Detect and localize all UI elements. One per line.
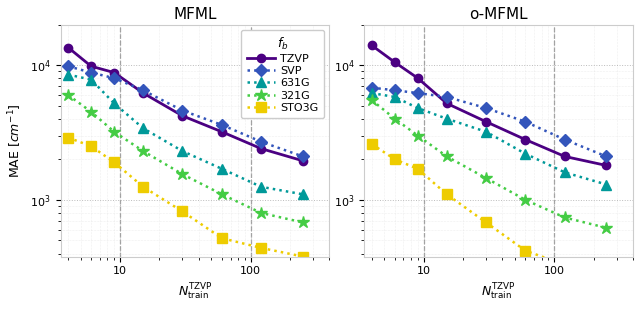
SVP [64, 64, 72, 68]
Line: 321G: 321G [62, 89, 309, 229]
321G [179, 172, 186, 176]
TZVP [64, 46, 72, 49]
X-axis label: $N_{\mathrm{train}}^{\mathrm{TZVP}}$: $N_{\mathrm{train}}^{\mathrm{TZVP}}$ [481, 282, 516, 302]
STO3G [110, 160, 118, 164]
Title: o-MFML: o-MFML [469, 7, 528, 22]
631G [140, 126, 147, 130]
STO3G [257, 246, 265, 250]
631G [218, 167, 226, 171]
631G [64, 73, 72, 76]
TZVP [110, 71, 118, 74]
631G [110, 101, 118, 105]
321G [64, 93, 72, 97]
Y-axis label: MAE $[cm^{-1}]$: MAE $[cm^{-1}]$ [7, 103, 24, 178]
STO3G [218, 236, 226, 240]
SVP [87, 71, 95, 74]
Title: MFML: MFML [173, 7, 217, 22]
321G [218, 193, 226, 196]
SVP [179, 109, 186, 112]
TZVP [257, 147, 265, 150]
TZVP [140, 91, 147, 95]
SVP [299, 154, 307, 158]
Legend: TZVP, SVP, 631G, 321G, STO3G: TZVP, SVP, 631G, 321G, STO3G [241, 30, 324, 118]
SVP [218, 123, 226, 127]
321G [140, 149, 147, 153]
SVP [140, 88, 147, 92]
321G [299, 221, 307, 224]
X-axis label: $N_{\mathrm{train}}^{\mathrm{TZVP}}$: $N_{\mathrm{train}}^{\mathrm{TZVP}}$ [178, 282, 212, 302]
STO3G [179, 210, 186, 213]
Line: 631G: 631G [63, 70, 308, 199]
631G [179, 149, 186, 153]
SVP [257, 140, 265, 144]
Line: TZVP: TZVP [64, 43, 307, 165]
Line: STO3G: STO3G [63, 133, 308, 261]
TZVP [179, 114, 186, 118]
631G [299, 193, 307, 196]
STO3G [64, 136, 72, 139]
TZVP [87, 64, 95, 68]
STO3G [87, 144, 95, 148]
631G [87, 78, 95, 82]
321G [257, 211, 265, 215]
631G [257, 185, 265, 189]
TZVP [299, 159, 307, 163]
STO3G [140, 185, 147, 189]
TZVP [218, 130, 226, 133]
321G [87, 110, 95, 114]
Line: SVP: SVP [64, 62, 307, 161]
STO3G [299, 255, 307, 258]
321G [110, 130, 118, 133]
SVP [110, 76, 118, 80]
